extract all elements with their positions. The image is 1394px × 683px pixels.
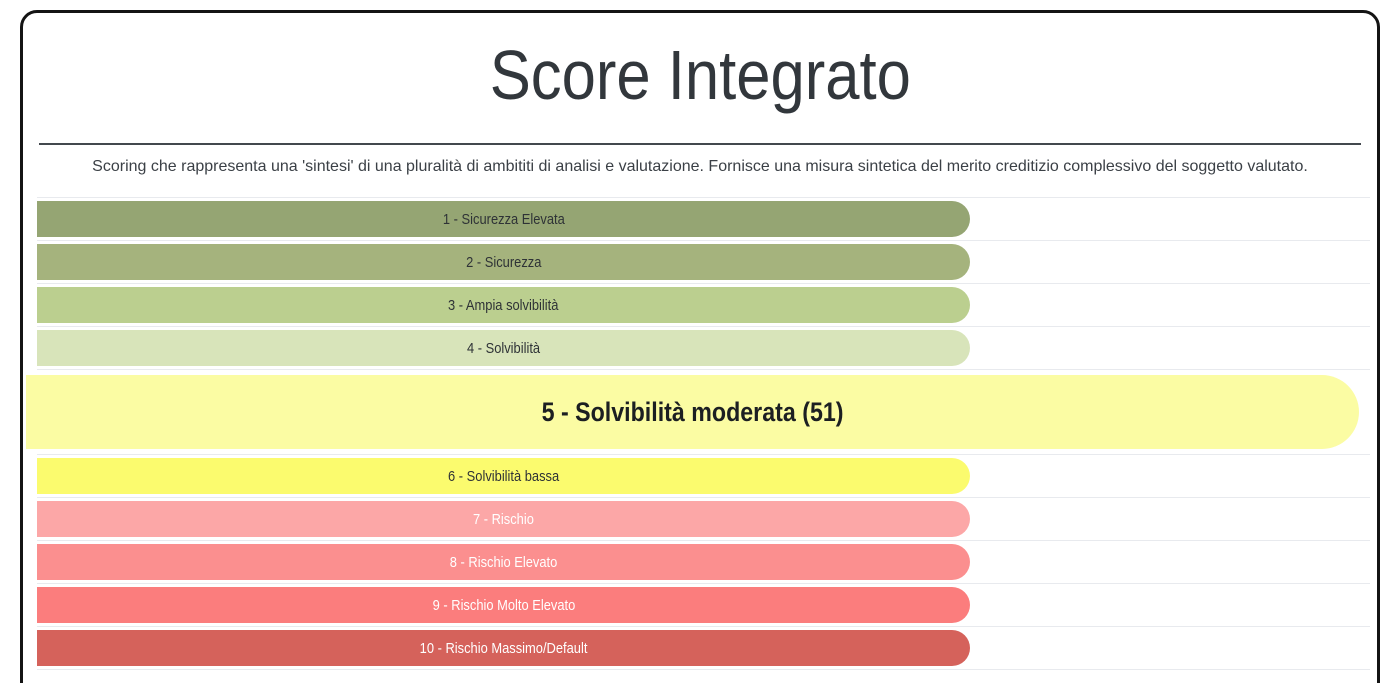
title-divider bbox=[39, 143, 1361, 145]
score-row-10: 10 - Rischio Massimo/Default bbox=[37, 626, 1370, 669]
page-title: Score Integrato bbox=[23, 36, 1377, 114]
score-bar-label-6: 6 - Solvibilità bassa bbox=[447, 467, 560, 485]
score-bar-1: 1 - Sicurezza Elevata bbox=[37, 201, 971, 237]
score-bar-label-4: 4 - Solvibilità bbox=[466, 339, 541, 357]
page-title-text: Score Integrato bbox=[489, 36, 911, 114]
score-row-4: 4 - Solvibilità bbox=[37, 326, 1370, 369]
score-bar-6: 6 - Solvibilità bassa bbox=[37, 458, 971, 494]
score-bar-label-8: 8 - Rischio Elevato bbox=[449, 553, 558, 571]
score-row-3: 3 - Ampia solvibilità bbox=[37, 283, 1370, 326]
score-bar-label-9: 9 - Rischio Molto Elevato bbox=[432, 596, 575, 614]
score-bar-7: 7 - Rischio bbox=[37, 501, 971, 537]
score-bar-10: 10 - Rischio Massimo/Default bbox=[37, 630, 971, 666]
score-bar-2: 2 - Sicurezza bbox=[37, 244, 971, 280]
score-bar-label-1: 1 - Sicurezza Elevata bbox=[442, 210, 565, 228]
score-bar-label-10: 10 - Rischio Massimo/Default bbox=[419, 639, 588, 657]
score-bar-8: 8 - Rischio Elevato bbox=[37, 544, 971, 580]
score-bar-label-5: 5 - Solvibilità moderata (51) bbox=[541, 396, 844, 427]
score-bar-4: 4 - Solvibilità bbox=[37, 330, 971, 366]
score-bar-label-3: 3 - Ampia solvibilità bbox=[448, 296, 559, 314]
score-row-1: 1 - Sicurezza Elevata bbox=[37, 197, 1370, 240]
score-row-7: 7 - Rischio bbox=[37, 497, 1370, 540]
score-row-5: 5 - Solvibilità moderata (51) bbox=[26, 369, 1370, 454]
score-row-2: 2 - Sicurezza bbox=[37, 240, 1370, 283]
score-scale-chart: 1 - Sicurezza Elevata 2 - Sicurezza 3 - Am… bbox=[26, 197, 1370, 670]
score-card: Score Integrato Scoring che rappresenta … bbox=[20, 10, 1380, 683]
score-bar-label-2: 2 - Sicurezza bbox=[465, 253, 542, 271]
chart-subtitle: Scoring che rappresenta una 'sintesi' di… bbox=[92, 158, 1308, 175]
score-row-8: 8 - Rischio Elevato bbox=[37, 540, 1370, 583]
score-bar-5: 5 - Solvibilità moderata (51) bbox=[26, 375, 1359, 449]
score-bar-3: 3 - Ampia solvibilità bbox=[37, 287, 971, 323]
score-row-9: 9 - Rischio Molto Elevato bbox=[37, 583, 1370, 626]
score-bar-9: 9 - Rischio Molto Elevato bbox=[37, 587, 971, 623]
score-bar-label-7: 7 - Rischio bbox=[473, 510, 535, 528]
score-row-6: 6 - Solvibilità bassa bbox=[37, 454, 1370, 497]
